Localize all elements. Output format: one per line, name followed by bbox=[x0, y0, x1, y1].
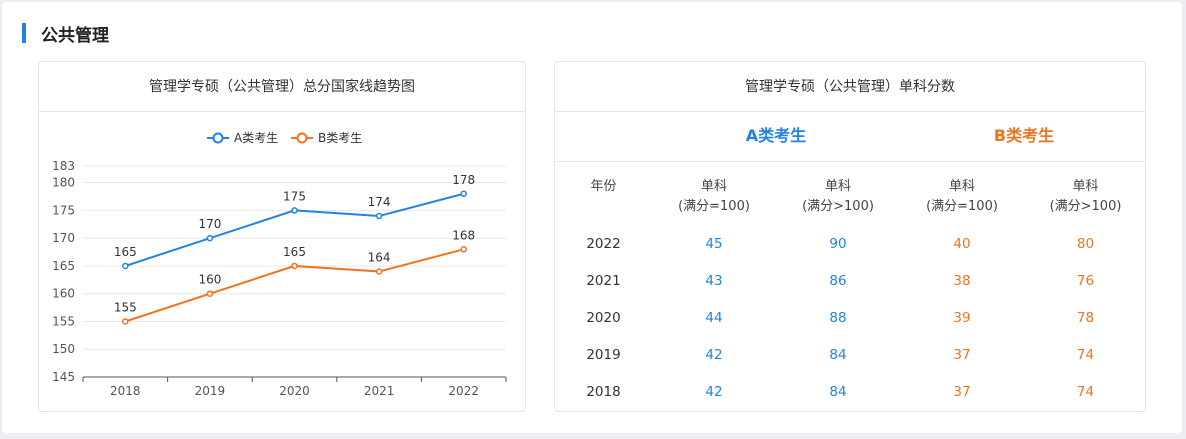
table-row: 2019 42 84 37 74 bbox=[555, 336, 1145, 373]
cell-a-over100: 86 bbox=[829, 272, 847, 289]
cell-year: 2018 bbox=[586, 383, 621, 400]
header-b-over100: 单科 (满分>100) bbox=[1049, 179, 1122, 214]
data-label: 175 bbox=[283, 189, 306, 203]
x-tick-label: 2021 bbox=[364, 384, 395, 398]
data-label: 165 bbox=[114, 245, 137, 259]
cell-b-over100: 74 bbox=[1076, 383, 1095, 400]
cell-b-over100: 74 bbox=[1076, 346, 1095, 363]
scores-table: 年份 单科 (满分=100) 单科 (满分>100) 单科 (满分=100) 单科 (满… bbox=[555, 163, 1145, 410]
y-tick-label: 165 bbox=[52, 259, 75, 273]
x-tick-label: 2018 bbox=[110, 384, 141, 398]
cell-b-full100: 40 bbox=[953, 235, 971, 252]
table-header-row: 年份 单科 (满分=100) 单科 (满分>100) 单科 (满分=100) 单科 (满… bbox=[555, 163, 1145, 225]
legend-marker bbox=[212, 132, 224, 144]
legend-label: B类考生 bbox=[318, 131, 362, 145]
table-row: 2021 43 86 38 76 bbox=[555, 262, 1145, 299]
cell-a-over100: 88 bbox=[829, 309, 847, 326]
cell-year: 2019 bbox=[586, 346, 621, 363]
trend-chart-card: 管理学专硕（公共管理）总分国家线趋势图 145 150 155 160 165 170 17… bbox=[38, 61, 526, 412]
cell-a-over100: 90 bbox=[829, 235, 847, 252]
data-point bbox=[206, 290, 214, 297]
cell-b-full100: 39 bbox=[953, 309, 971, 326]
cell-a-full100: 45 bbox=[705, 235, 723, 252]
cell-b-over100: 78 bbox=[1076, 309, 1095, 326]
x-tick-label: 2022 bbox=[448, 384, 479, 398]
table-row: 2020 44 88 39 78 bbox=[555, 299, 1145, 336]
cell-a-full100: 42 bbox=[705, 346, 723, 363]
group-a-label: A类考生 bbox=[745, 126, 807, 145]
table-row: 2018 42 84 37 74 bbox=[555, 373, 1145, 410]
group-header-row: A类考生 B类考生 bbox=[555, 112, 1145, 162]
cell-a-full100: 42 bbox=[705, 383, 723, 400]
trend-line-chart: 145 150 155 160 165 170 175 180 183 2018 2019 2020 2… bbox=[52, 131, 507, 398]
cell-year: 2021 bbox=[586, 272, 621, 289]
data-point bbox=[375, 268, 383, 275]
data-label: 164 bbox=[368, 251, 391, 265]
data-point bbox=[460, 246, 467, 253]
cell-b-full100: 38 bbox=[953, 272, 971, 289]
data-label: 160 bbox=[198, 273, 221, 287]
data-point bbox=[460, 190, 467, 198]
y-tick-label: 155 bbox=[52, 314, 75, 328]
legend-label: A类考生 bbox=[234, 131, 278, 145]
y-tick-label: 180 bbox=[52, 176, 75, 190]
series-line-b bbox=[124, 248, 464, 323]
cell-b-over100: 80 bbox=[1076, 235, 1095, 252]
legend-marker bbox=[296, 132, 308, 144]
cell-a-over100: 84 bbox=[829, 346, 847, 363]
cell-b-full100: 37 bbox=[953, 346, 971, 363]
data-label: 155 bbox=[114, 300, 137, 314]
header-a-full100: 单科 (满分=100) bbox=[678, 179, 750, 214]
y-tick-label: 145 bbox=[52, 370, 75, 384]
section-accent-bar bbox=[22, 23, 26, 43]
data-label: 165 bbox=[283, 245, 306, 259]
section-header: 公共管理 bbox=[22, 22, 109, 46]
y-tick-label: 170 bbox=[52, 231, 75, 245]
data-point bbox=[291, 207, 298, 214]
cell-year: 2020 bbox=[586, 309, 621, 326]
y-tick-label: 183 bbox=[52, 159, 75, 173]
cell-a-full100: 43 bbox=[705, 272, 723, 289]
data-label: 168 bbox=[452, 228, 475, 242]
data-label: 174 bbox=[368, 195, 391, 209]
cell-a-over100: 84 bbox=[829, 383, 847, 400]
data-point bbox=[375, 212, 383, 220]
cell-b-over100: 76 bbox=[1076, 272, 1095, 289]
data-point bbox=[122, 318, 129, 325]
header-year: 年份 bbox=[590, 179, 617, 194]
data-point bbox=[206, 234, 214, 242]
data-point bbox=[291, 262, 298, 270]
cell-b-full100: 37 bbox=[953, 383, 971, 400]
header-a-over100: 单科 (满分>100) bbox=[802, 179, 874, 214]
header-b-full100: 单科 (满分=100) bbox=[926, 179, 998, 214]
chart-card-title: 管理学专硕（公共管理）总分国家线趋势图 bbox=[39, 62, 525, 112]
x-tick-label: 2020 bbox=[279, 384, 310, 398]
single-subject-card: 管理学专硕（公共管理）单科分数 A类考生 B类考生 年份 单科 (满分=100) … bbox=[554, 61, 1146, 412]
table-card-title: 管理学专硕（公共管理）单科分数 bbox=[555, 62, 1145, 112]
data-label: 178 bbox=[452, 173, 475, 187]
section-title: 公共管理 bbox=[41, 25, 109, 46]
data-label: 170 bbox=[198, 217, 221, 231]
table-row: 2022 45 90 40 80 bbox=[555, 225, 1145, 262]
y-tick-label: 150 bbox=[52, 342, 75, 356]
cell-year: 2022 bbox=[586, 235, 621, 252]
x-tick-label: 2019 bbox=[195, 384, 226, 398]
y-tick-label: 175 bbox=[52, 203, 75, 217]
y-tick-label: 160 bbox=[52, 287, 75, 301]
cell-a-full100: 44 bbox=[705, 309, 723, 326]
page: 公共管理 管理学专硕（公共管理）总分国家线趋势图 145 150 155 160 165… bbox=[2, 2, 1182, 433]
group-b-label: B类考生 bbox=[993, 126, 1055, 145]
data-point bbox=[122, 262, 129, 270]
